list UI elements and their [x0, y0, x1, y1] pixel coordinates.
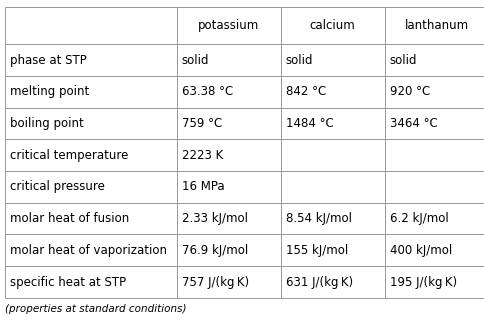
Text: potassium: potassium — [198, 19, 259, 32]
Bar — [281, 7, 385, 44]
Bar — [5, 139, 177, 171]
Bar — [281, 171, 385, 203]
Bar — [281, 108, 385, 139]
Text: 195 J/(kg K): 195 J/(kg K) — [390, 276, 457, 288]
Bar — [5, 44, 177, 76]
Bar — [281, 266, 385, 298]
Text: 155 kJ/mol: 155 kJ/mol — [286, 244, 348, 257]
Bar — [281, 76, 385, 108]
Bar — [177, 234, 281, 266]
Bar — [281, 234, 385, 266]
Bar — [5, 171, 177, 203]
Text: 16 MPa: 16 MPa — [182, 181, 224, 193]
Bar — [385, 76, 484, 108]
Bar — [385, 7, 484, 44]
Bar — [281, 44, 385, 76]
Bar — [5, 234, 177, 266]
Bar — [5, 7, 177, 44]
Bar — [385, 139, 484, 171]
Text: 2223 K: 2223 K — [182, 149, 223, 162]
Bar — [177, 44, 281, 76]
Bar — [177, 203, 281, 234]
Text: 842 °C: 842 °C — [286, 85, 326, 98]
Text: 759 °C: 759 °C — [182, 117, 222, 130]
Bar — [177, 171, 281, 203]
Bar — [5, 108, 177, 139]
Text: calcium: calcium — [310, 19, 356, 32]
Text: 6.2 kJ/mol: 6.2 kJ/mol — [390, 212, 448, 225]
Text: 400 kJ/mol: 400 kJ/mol — [390, 244, 452, 257]
Text: solid: solid — [286, 54, 313, 66]
Bar — [385, 266, 484, 298]
Text: molar heat of fusion: molar heat of fusion — [10, 212, 129, 225]
Text: specific heat at STP: specific heat at STP — [10, 276, 126, 288]
Text: 8.54 kJ/mol: 8.54 kJ/mol — [286, 212, 351, 225]
Bar — [5, 203, 177, 234]
Bar — [385, 44, 484, 76]
Bar — [177, 76, 281, 108]
Bar — [385, 234, 484, 266]
Bar — [5, 76, 177, 108]
Text: 920 °C: 920 °C — [390, 85, 430, 98]
Text: 1484 °C: 1484 °C — [286, 117, 333, 130]
Bar — [177, 108, 281, 139]
Text: critical temperature: critical temperature — [10, 149, 128, 162]
Text: molar heat of vaporization: molar heat of vaporization — [10, 244, 166, 257]
Text: 757 J/(kg K): 757 J/(kg K) — [182, 276, 249, 288]
Text: solid: solid — [390, 54, 417, 66]
Bar — [385, 203, 484, 234]
Bar — [177, 266, 281, 298]
Text: 63.38 °C: 63.38 °C — [182, 85, 233, 98]
Bar — [177, 139, 281, 171]
Text: 76.9 kJ/mol: 76.9 kJ/mol — [182, 244, 248, 257]
Bar — [385, 171, 484, 203]
Text: (properties at standard conditions): (properties at standard conditions) — [5, 304, 186, 314]
Bar — [385, 108, 484, 139]
Text: melting point: melting point — [10, 85, 89, 98]
Text: 631 J/(kg K): 631 J/(kg K) — [286, 276, 353, 288]
Text: critical pressure: critical pressure — [10, 181, 105, 193]
Text: solid: solid — [182, 54, 209, 66]
Text: boiling point: boiling point — [10, 117, 83, 130]
Bar — [281, 139, 385, 171]
Bar — [5, 266, 177, 298]
Text: lanthanum: lanthanum — [405, 19, 469, 32]
Text: 3464 °C: 3464 °C — [390, 117, 438, 130]
Text: phase at STP: phase at STP — [10, 54, 87, 66]
Bar — [281, 203, 385, 234]
Bar — [177, 7, 281, 44]
Text: 2.33 kJ/mol: 2.33 kJ/mol — [182, 212, 247, 225]
